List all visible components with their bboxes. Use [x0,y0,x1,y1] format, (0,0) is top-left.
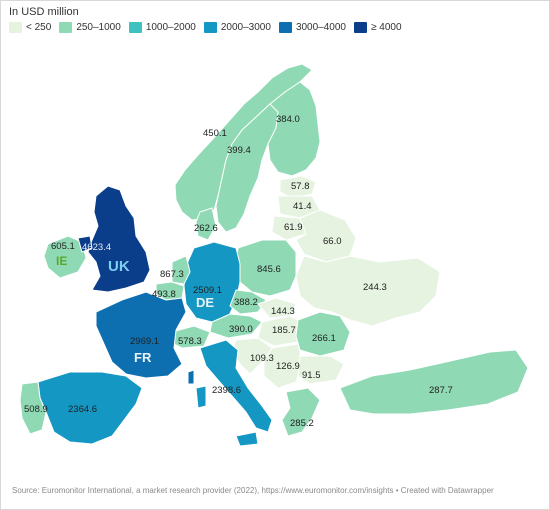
region-greece[interactable] [281,387,321,437]
region-turkey[interactable] [339,349,529,415]
region-estonia[interactable] [279,175,317,199]
region-sweden[interactable] [215,103,279,233]
europe-map: 450.1 384.0 399.4 57.8 41.4 61.9 66.0 26… [19,63,529,447]
region-ireland[interactable] [43,235,87,279]
region-denmark[interactable] [195,207,217,241]
region-czechia[interactable] [229,289,267,315]
value-label-estonia: 57.8 [291,181,310,192]
region-corsica[interactable] [187,369,195,385]
legend-item: 250–1000 [59,22,121,33]
value-label-finland: 384.0 [276,114,300,125]
value-label-lithuania: 61.9 [284,222,303,233]
legend-item: < 250 [9,22,51,33]
legend-swatch [9,22,22,33]
value-label-serbia: 126.9 [276,361,300,372]
region-sicily[interactable] [235,431,259,447]
value-label-switzerland: 578.3 [178,336,202,347]
value-label-netherlands: 867.3 [160,269,184,280]
chart-subtitle: In USD million [9,6,79,18]
region-uk[interactable] [87,185,151,293]
region-serbia[interactable] [263,343,303,389]
country-code-uk: UK [108,258,130,275]
legend-swatch [59,22,73,33]
region-finland[interactable] [267,81,321,177]
region-austria[interactable] [209,313,263,339]
legend-swatch [354,22,367,33]
legend-item: ≥ 4000 [354,22,402,33]
legend-swatch [278,22,292,33]
value-label-turkey: 287.7 [429,385,453,396]
value-label-france: 2969.1 [130,336,159,347]
region-bulgaria[interactable] [297,355,345,385]
region-portugal[interactable] [19,381,47,435]
value-label-germany: 2509.1 [193,285,222,296]
value-label-spain: 2364.6 [68,404,97,415]
legend-label: 2000–3000 [220,22,271,33]
legend-item: 2000–3000 [203,22,271,33]
region-ukraine[interactable] [295,255,441,327]
value-label-uk: 4623.4 [82,242,111,253]
region-germany[interactable] [183,241,241,323]
value-label-poland: 845.6 [257,264,281,275]
legend-label: 1000–2000 [145,22,196,33]
region-lithuania[interactable] [271,215,307,241]
legend-item: 3000–4000 [278,22,346,33]
value-label-norway: 450.1 [203,128,227,139]
value-label-latvia: 41.4 [293,201,312,212]
region-netherlands[interactable] [171,255,191,285]
value-label-belarus: 66.0 [323,236,342,247]
value-label-greece: 285.2 [290,418,314,429]
region-northern-ireland[interactable] [77,235,93,253]
color-legend: < 250 250–1000 1000–2000 2000–3000 3000–… [9,22,410,33]
value-label-austria: 390.0 [229,324,253,335]
legend-label: 250–1000 [76,22,121,33]
value-label-croatia: 109.3 [250,353,274,364]
value-label-bulgaria: 91.5 [302,370,321,381]
value-label-denmark: 262.6 [194,223,218,234]
region-romania[interactable] [295,311,351,357]
value-label-italy: 2398.6 [212,385,241,396]
value-label-portugal: 508.9 [24,404,48,415]
region-sardinia[interactable] [195,385,207,409]
value-label-hungary: 185.7 [272,325,296,336]
value-label-czechia: 388.2 [234,297,258,308]
legend-label: 3000–4000 [295,22,346,33]
value-label-ukraine: 244.3 [363,282,387,293]
value-label-sweden: 399.4 [227,145,251,156]
country-code-ie: IE [56,254,67,268]
value-label-slovakia: 144.3 [271,306,295,317]
region-spain[interactable] [37,371,143,445]
country-code-de: DE [196,295,214,310]
legend-item: 1000–2000 [128,22,196,33]
region-slovakia[interactable] [257,297,297,319]
value-label-belgium: 493.8 [152,289,176,300]
country-code-fr: FR [134,350,152,365]
region-italy[interactable] [199,339,273,433]
legend-label: ≥ 4000 [371,22,402,33]
region-france[interactable] [95,291,187,379]
legend-label: < 250 [26,22,52,33]
value-label-ireland: 605.1 [51,241,75,252]
source-note: Source: Euromonitor International, a mar… [12,486,494,495]
legend-swatch [203,22,217,33]
legend-swatch [128,22,142,33]
value-label-romania: 266.1 [312,333,336,344]
